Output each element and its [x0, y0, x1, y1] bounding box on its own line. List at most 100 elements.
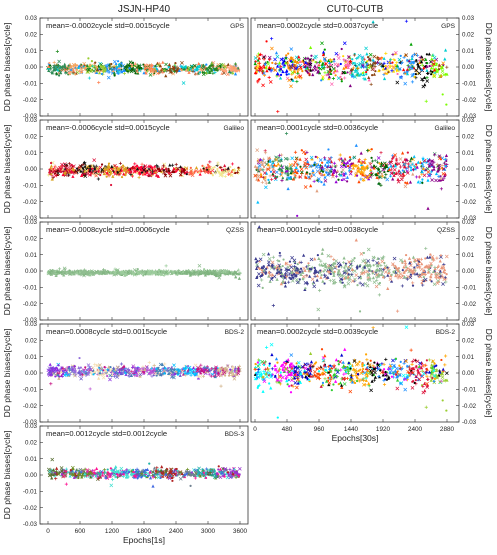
y-tick-label: -0.01 — [23, 489, 38, 496]
y-tick-label: -0.02 — [462, 301, 477, 308]
point-1-1-244 — [421, 182, 423, 184]
point-1-1-254 — [348, 160, 350, 162]
point-0-1-596 — [136, 172, 138, 174]
y-tick-label: 0.00 — [25, 64, 38, 71]
point-0-4-610 — [136, 474, 138, 476]
point-0-0-605 — [84, 67, 86, 69]
system-label: QZSS — [226, 227, 245, 234]
y-tick-label: 0.02 — [462, 134, 475, 141]
point-0-1-526 — [90, 174, 92, 176]
point-0-0-399 — [101, 73, 103, 75]
point-1-1-497 — [412, 169, 414, 171]
point-0-0-589 — [224, 70, 226, 72]
point-0-1-606 — [53, 170, 55, 172]
point-1-1-506 — [356, 175, 358, 177]
y-tick-label: 0.01 — [25, 150, 38, 157]
point-0-0-407 — [120, 62, 122, 64]
point-0-1-618 — [50, 162, 52, 164]
point-0-1-589 — [199, 170, 201, 172]
point-0-3-611 — [207, 367, 209, 369]
point-1-0-589 — [343, 59, 345, 61]
point-1-1-405 — [361, 166, 363, 168]
point-0-0-614 — [154, 65, 156, 67]
point-1-0-613 — [316, 68, 318, 70]
point-1-0-476 — [285, 54, 287, 56]
y-tick-label: 0.02 — [25, 236, 38, 243]
point-1-1-460 — [306, 171, 308, 173]
point-0-4-522 — [223, 473, 225, 475]
point-0-3-605 — [83, 370, 85, 372]
point-1-1-211 — [402, 169, 404, 171]
point-1-2-262 — [263, 265, 265, 267]
point-1-1-475 — [370, 172, 372, 174]
y-tick-label: -0.02 — [462, 97, 477, 104]
point-0-3-576 — [155, 368, 157, 370]
point-1-1-514 — [422, 158, 424, 160]
point-1-2-113 — [369, 265, 371, 267]
point-0-2-294 — [137, 268, 139, 270]
point-0-3-143 — [84, 366, 86, 368]
point-1-0-593 — [349, 72, 351, 74]
point-1-1-348 — [305, 177, 307, 179]
point-1-1-257 — [275, 165, 277, 167]
point-0-3-552 — [103, 373, 105, 375]
point-0-4-463 — [197, 469, 199, 471]
point-0-1-44 — [106, 175, 108, 177]
point-1-1-521 — [364, 174, 366, 176]
point-0-1-220 — [216, 168, 218, 170]
point-1-2-104 — [405, 254, 407, 256]
point-1-0-471 — [428, 65, 430, 67]
y-tick-label: 0.01 — [25, 48, 38, 55]
point-1-1-613 — [323, 174, 325, 176]
point-1-0-547 — [445, 73, 447, 75]
column-title-1: CUT0-CUTB — [327, 4, 384, 15]
point-1-0-167 — [366, 69, 368, 71]
point-0-0-461 — [74, 73, 76, 75]
point-0-2-572 — [229, 272, 231, 274]
point-1-2-157 — [262, 287, 264, 289]
point-0-4-417 — [227, 471, 229, 473]
point-1-0-248 — [287, 53, 289, 55]
point-0-1-516 — [50, 173, 52, 175]
point-0-0-437 — [145, 72, 147, 74]
point-0-3-301 — [47, 373, 49, 375]
point-0-3-602 — [229, 369, 231, 371]
point-0-1-619 — [139, 173, 141, 175]
point-1-0-449 — [271, 69, 273, 71]
point-0-3-515 — [196, 369, 198, 371]
point-1-2-294 — [431, 280, 433, 282]
point-0-1-563 — [97, 171, 99, 173]
point-1-2-346 — [402, 269, 404, 271]
point-1-1-480 — [343, 164, 345, 166]
y-tick-label: 0.01 — [462, 150, 475, 157]
point-1-0-496 — [301, 70, 303, 72]
point-0-2-514 — [67, 270, 69, 272]
point-0-4-572 — [235, 474, 237, 476]
point-1-0-438 — [365, 71, 367, 73]
point-1-1-525 — [341, 159, 343, 161]
point-1-0-576 — [321, 66, 323, 68]
point-1-1-118 — [296, 215, 298, 217]
point-1-0-227 — [312, 69, 314, 71]
point-0-4-481 — [218, 465, 220, 467]
point-0-2-545 — [203, 268, 205, 270]
point-0-2-589 — [191, 270, 193, 272]
point-0-3-462 — [224, 374, 226, 376]
point-0-1-577 — [117, 171, 119, 173]
point-1-1-181 — [309, 173, 311, 175]
y-tick-label: 0.01 — [25, 456, 38, 463]
point-1-2-205 — [282, 258, 284, 260]
point-0-1-394 — [164, 173, 166, 175]
point-1-0-472 — [365, 66, 367, 68]
point-0-4-604 — [134, 475, 136, 477]
point-1-0-513 — [280, 74, 282, 76]
point-1-0-424 — [382, 65, 384, 67]
point-1-0-466 — [254, 60, 256, 62]
point-0-2-534 — [61, 273, 63, 275]
point-0-4-601 — [70, 469, 72, 471]
stats-label: mean=-0.0008cycle std=0.0006cycle — [46, 225, 170, 234]
point-0-4-491 — [148, 463, 150, 465]
point-0-3-596 — [183, 368, 185, 370]
